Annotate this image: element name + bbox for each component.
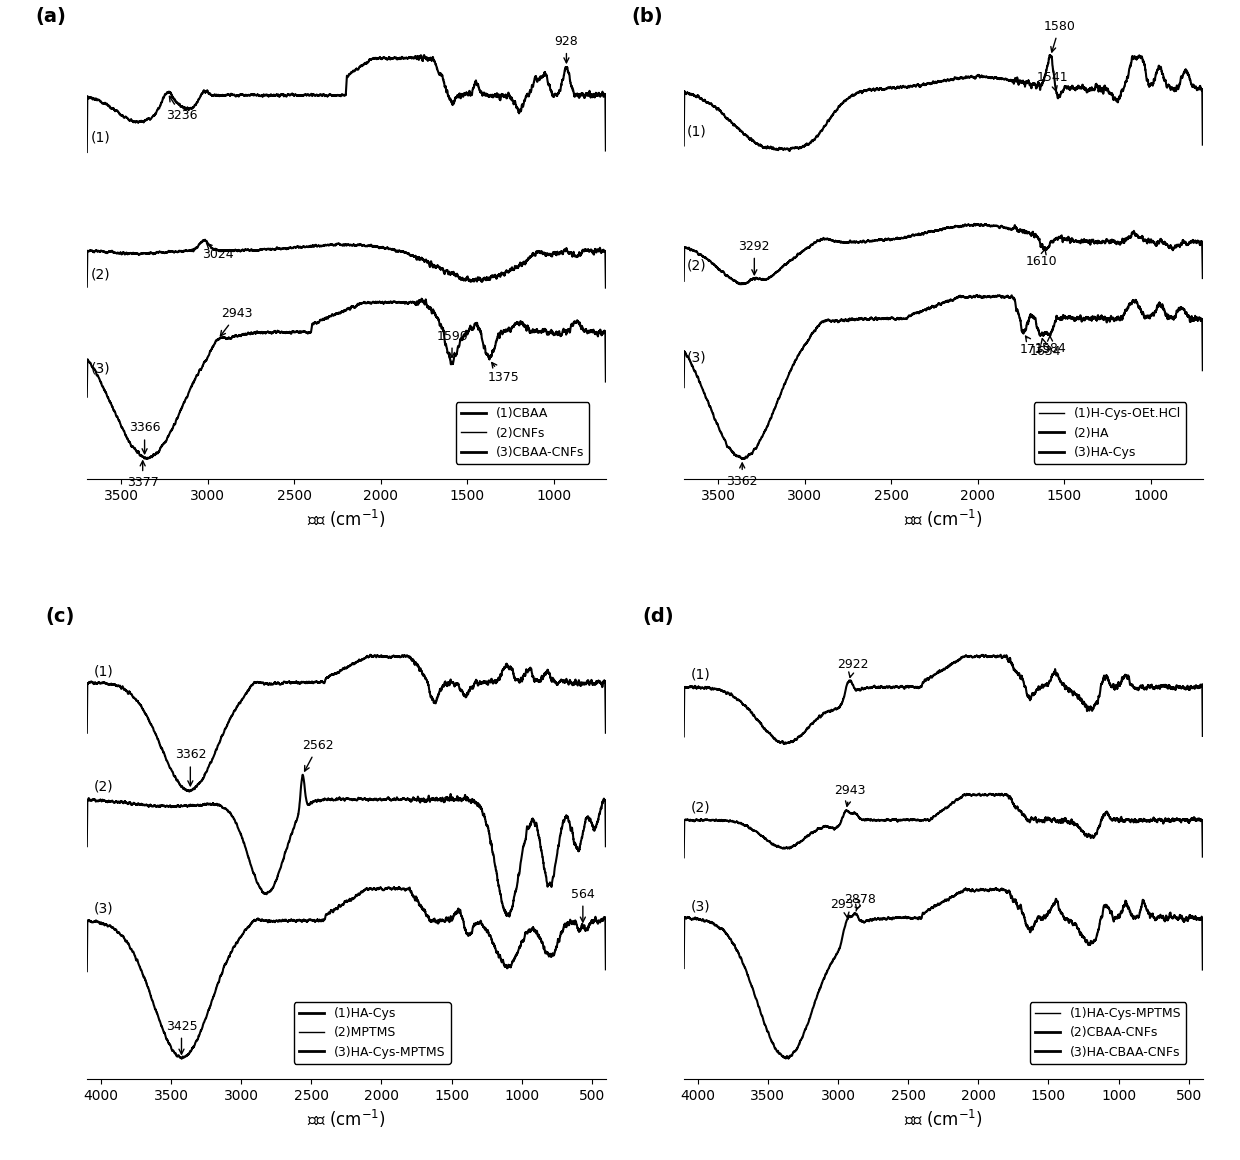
X-axis label: 波数 (cm$^{-1}$): 波数 (cm$^{-1}$) [306, 508, 386, 530]
Text: (3): (3) [94, 901, 113, 916]
Text: 3236: 3236 [166, 96, 197, 122]
Text: 3292: 3292 [739, 240, 770, 275]
Text: 2943: 2943 [835, 784, 866, 806]
X-axis label: 波数 (cm$^{-1}$): 波数 (cm$^{-1}$) [904, 508, 983, 530]
Text: 3366: 3366 [129, 421, 160, 454]
Text: 1584: 1584 [1034, 336, 1066, 355]
Text: 1590: 1590 [436, 329, 467, 357]
Text: 2562: 2562 [303, 739, 334, 771]
Text: (2): (2) [91, 268, 110, 282]
Text: (3): (3) [91, 362, 110, 376]
Text: 928: 928 [554, 35, 578, 63]
Text: 2922: 2922 [837, 658, 869, 677]
Legend: (1)CBAA, (2)CNFs, (3)CBAA-CNFs: (1)CBAA, (2)CNFs, (3)CBAA-CNFs [456, 403, 589, 464]
Text: 1739: 1739 [1019, 336, 1052, 356]
X-axis label: 波数 (cm$^{-1}$): 波数 (cm$^{-1}$) [306, 1108, 386, 1130]
Text: 3362: 3362 [175, 748, 206, 785]
Text: 1541: 1541 [1037, 71, 1068, 92]
Text: 1580: 1580 [1044, 20, 1075, 52]
X-axis label: 波数 (cm$^{-1}$): 波数 (cm$^{-1}$) [904, 1108, 983, 1130]
Text: (2): (2) [94, 780, 113, 793]
Text: 3024: 3024 [202, 244, 234, 261]
Text: 2933: 2933 [830, 898, 861, 918]
Text: (1): (1) [687, 125, 707, 139]
Text: (1): (1) [91, 131, 110, 145]
Text: (3): (3) [691, 899, 711, 913]
Text: 2943: 2943 [221, 307, 253, 336]
Text: (2): (2) [687, 259, 707, 273]
Text: (1): (1) [691, 667, 711, 681]
Text: (1): (1) [94, 665, 114, 679]
Legend: (1)H-Cys-OEt.HCl, (2)HA, (3)HA-Cys: (1)H-Cys-OEt.HCl, (2)HA, (3)HA-Cys [1034, 403, 1187, 464]
Text: 1634: 1634 [1029, 339, 1061, 358]
Text: 3425: 3425 [166, 1020, 197, 1054]
Text: (b): (b) [632, 7, 663, 26]
Text: (c): (c) [46, 607, 74, 625]
Text: 3362: 3362 [727, 463, 758, 488]
Text: 564: 564 [570, 887, 595, 922]
Text: 1610: 1610 [1025, 249, 1058, 268]
Text: (2): (2) [691, 800, 711, 815]
Text: (a): (a) [35, 7, 66, 26]
Text: 1375: 1375 [487, 363, 520, 384]
Legend: (1)HA-Cys-MPTMS, (2)CBAA-CNFs, (3)HA-CBAA-CNFs: (1)HA-Cys-MPTMS, (2)CBAA-CNFs, (3)HA-CBA… [1029, 1002, 1187, 1064]
Text: (d): (d) [642, 607, 673, 625]
Text: 2878: 2878 [844, 892, 875, 911]
Text: 3377: 3377 [126, 461, 159, 490]
Text: (3): (3) [687, 350, 707, 364]
Legend: (1)HA-Cys, (2)MPTMS, (3)HA-Cys-MPTMS: (1)HA-Cys, (2)MPTMS, (3)HA-Cys-MPTMS [294, 1002, 450, 1064]
